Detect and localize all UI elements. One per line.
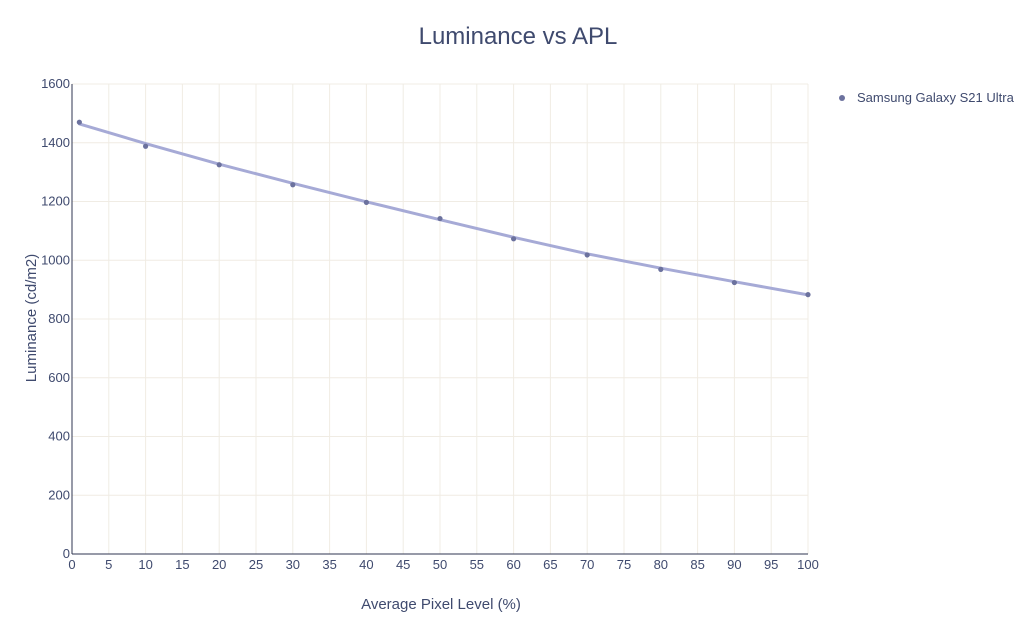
data-point[interactable]	[143, 143, 149, 149]
x-tick-label: 45	[396, 557, 410, 572]
y-tick-label: 1200	[41, 194, 70, 209]
legend-label: Samsung Galaxy S21 Ultra	[857, 90, 1015, 105]
x-tick-label: 30	[286, 557, 300, 572]
data-point[interactable]	[584, 252, 590, 258]
x-tick-label: 55	[470, 557, 484, 572]
markers-layer	[76, 119, 811, 298]
x-tick-label: 75	[617, 557, 631, 572]
x-tick-label: 5	[105, 557, 112, 572]
data-point[interactable]	[510, 236, 517, 242]
data-point[interactable]	[290, 182, 296, 188]
x-tick-label: 40	[359, 557, 373, 572]
y-tick-label: 800	[48, 311, 70, 326]
y-tick-label: 400	[48, 429, 70, 444]
data-point[interactable]	[658, 266, 664, 272]
x-tick-label: 80	[654, 557, 668, 572]
data-point[interactable]	[805, 292, 811, 298]
data-point[interactable]	[363, 199, 369, 205]
y-tick-label: 200	[48, 487, 70, 502]
data-point[interactable]	[731, 279, 738, 286]
x-tick-label: 50	[433, 557, 447, 572]
data-point[interactable]	[216, 162, 222, 168]
legend[interactable]: Samsung Galaxy S21 Ultra	[839, 90, 1015, 105]
x-tick-label: 35	[322, 557, 336, 572]
y-tick-label: 1000	[41, 252, 70, 267]
x-tick-label: 15	[175, 557, 189, 572]
x-tick-label: 20	[212, 557, 226, 572]
data-point[interactable]	[437, 215, 443, 222]
axes: 0 5 10 15 20 25 30 35 40 45 50 55 60 65 70 75 80 85 90 95 10…	[41, 76, 819, 572]
y-tick-label: 600	[48, 370, 70, 385]
x-axis-title: Average Pixel Level (%)	[361, 596, 521, 613]
y-tick-label: 0	[63, 546, 70, 561]
trendline	[77, 122, 810, 297]
x-tick-label: 10	[138, 557, 152, 572]
x-tick-label: 60	[506, 557, 520, 572]
x-tick-label: 65	[543, 557, 557, 572]
x-tick-label: 0	[68, 557, 75, 572]
legend-marker	[839, 95, 845, 101]
x-tick-label: 100	[797, 557, 819, 572]
x-tick-label: 25	[249, 557, 263, 572]
gridlines	[72, 83, 809, 554]
chart-title: Luminance vs APL	[419, 23, 618, 50]
trendline-layer	[77, 122, 810, 297]
y-tick-label: 1400	[41, 135, 70, 150]
x-tick-label: 90	[727, 557, 741, 572]
x-tick-label: 85	[690, 557, 704, 572]
x-tick-label: 95	[764, 557, 778, 572]
x-tick-label: 70	[580, 557, 594, 572]
data-point[interactable]	[76, 119, 82, 125]
y-tick-label: 1600	[41, 76, 70, 91]
y-axis-title: Luminance (cd/m2)	[23, 254, 40, 382]
